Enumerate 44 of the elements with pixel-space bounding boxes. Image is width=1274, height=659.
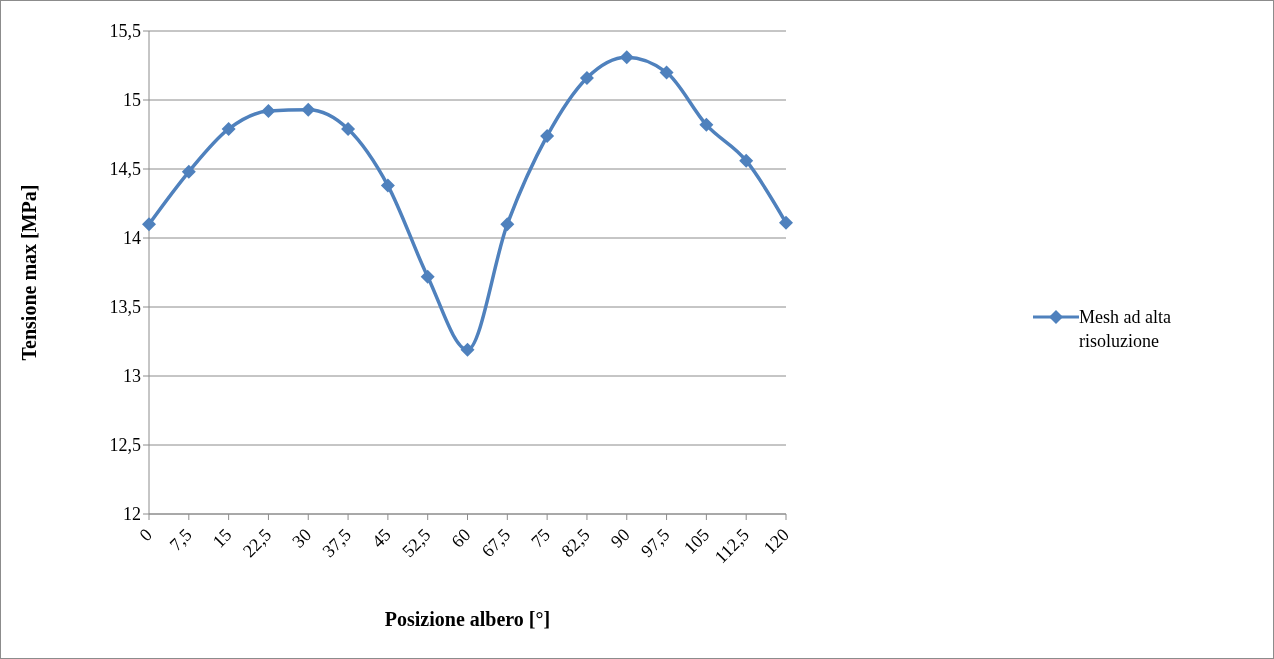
x-tick-label: 30	[288, 524, 316, 552]
point	[460, 342, 475, 357]
x-tick-label: 90	[606, 524, 634, 552]
x-tick-label: 75	[527, 524, 554, 552]
point	[420, 269, 435, 284]
point	[261, 104, 276, 119]
point	[380, 178, 395, 193]
point	[659, 65, 674, 80]
point	[500, 217, 515, 232]
point	[739, 153, 754, 168]
point	[301, 102, 316, 117]
x-tick-label: 60	[447, 524, 475, 552]
x-axis-title: Posizione albero [°]	[384, 608, 551, 630]
y-tick-label: 12	[123, 504, 141, 525]
y-tick-label: 14	[123, 228, 141, 249]
point	[579, 70, 594, 85]
point	[540, 128, 555, 143]
x-tick-label: 120	[759, 524, 793, 558]
x-tick-label: 97,5	[636, 524, 674, 562]
point	[779, 215, 793, 230]
x-tick-label: 67,5	[477, 524, 515, 562]
point	[142, 217, 156, 232]
x-tick-label: 82,5	[557, 524, 594, 562]
point	[221, 121, 236, 136]
legend-label: Mesh ad alta risoluzione	[1079, 305, 1172, 353]
point	[341, 121, 356, 136]
x-tick-label: 45	[367, 524, 395, 552]
point	[619, 50, 634, 65]
y-tick-label: 15,5	[109, 21, 141, 42]
point	[181, 164, 196, 179]
y-axis-title: Tensione max [MPa]	[18, 184, 41, 361]
x-tick-label: 0	[135, 524, 156, 546]
y-tick-label: 13,5	[109, 297, 141, 318]
x-tick-label: 105	[679, 524, 714, 558]
x-tick-label: 15	[208, 524, 236, 552]
point	[699, 117, 714, 132]
x-tick-label: 7,5	[165, 524, 196, 555]
x-tick-label: 37,5	[318, 524, 355, 562]
y-tick-label: 13	[123, 366, 141, 387]
y-tick-label: 14,5	[109, 159, 141, 180]
y-tick-label: 15	[123, 90, 141, 111]
y-tick-label: 12,5	[109, 435, 141, 456]
x-tick-label: 52,5	[398, 524, 435, 562]
x-tick-label: 22,5	[238, 524, 276, 562]
